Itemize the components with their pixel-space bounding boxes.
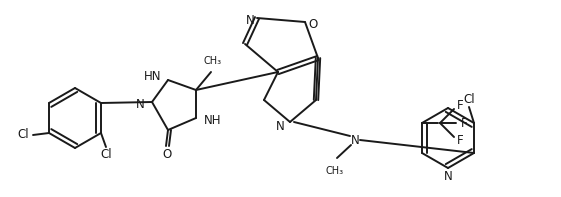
Text: N: N: [276, 121, 285, 134]
Text: O: O: [162, 148, 172, 161]
Text: N: N: [246, 14, 254, 27]
Text: HN: HN: [144, 70, 161, 83]
Text: CH₃: CH₃: [326, 166, 344, 176]
Text: N: N: [136, 98, 145, 111]
Text: F: F: [457, 135, 463, 148]
Text: F: F: [457, 98, 463, 112]
Text: N: N: [444, 169, 452, 182]
Text: NH: NH: [204, 113, 222, 126]
Text: F: F: [461, 116, 467, 129]
Text: Cl: Cl: [463, 93, 475, 106]
Text: CH₃: CH₃: [204, 56, 222, 66]
Text: Cl: Cl: [17, 128, 29, 141]
Text: O: O: [309, 18, 318, 31]
Text: N: N: [351, 134, 360, 147]
Text: Cl: Cl: [100, 149, 112, 162]
